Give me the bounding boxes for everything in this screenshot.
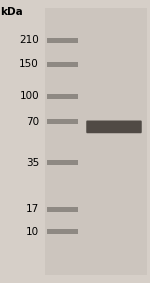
FancyBboxPatch shape: [46, 119, 78, 124]
Text: 210: 210: [19, 35, 39, 45]
Text: 17: 17: [26, 204, 39, 214]
FancyBboxPatch shape: [46, 207, 78, 212]
FancyBboxPatch shape: [46, 38, 78, 43]
Text: 35: 35: [26, 158, 39, 168]
FancyBboxPatch shape: [46, 94, 78, 99]
FancyBboxPatch shape: [46, 230, 78, 235]
FancyBboxPatch shape: [46, 160, 78, 165]
Text: 100: 100: [19, 91, 39, 101]
FancyBboxPatch shape: [46, 62, 78, 67]
FancyBboxPatch shape: [86, 121, 142, 133]
Text: 150: 150: [19, 59, 39, 69]
Text: 70: 70: [26, 117, 39, 127]
Text: 10: 10: [26, 227, 39, 237]
Text: kDa: kDa: [0, 7, 23, 17]
FancyBboxPatch shape: [45, 8, 147, 275]
